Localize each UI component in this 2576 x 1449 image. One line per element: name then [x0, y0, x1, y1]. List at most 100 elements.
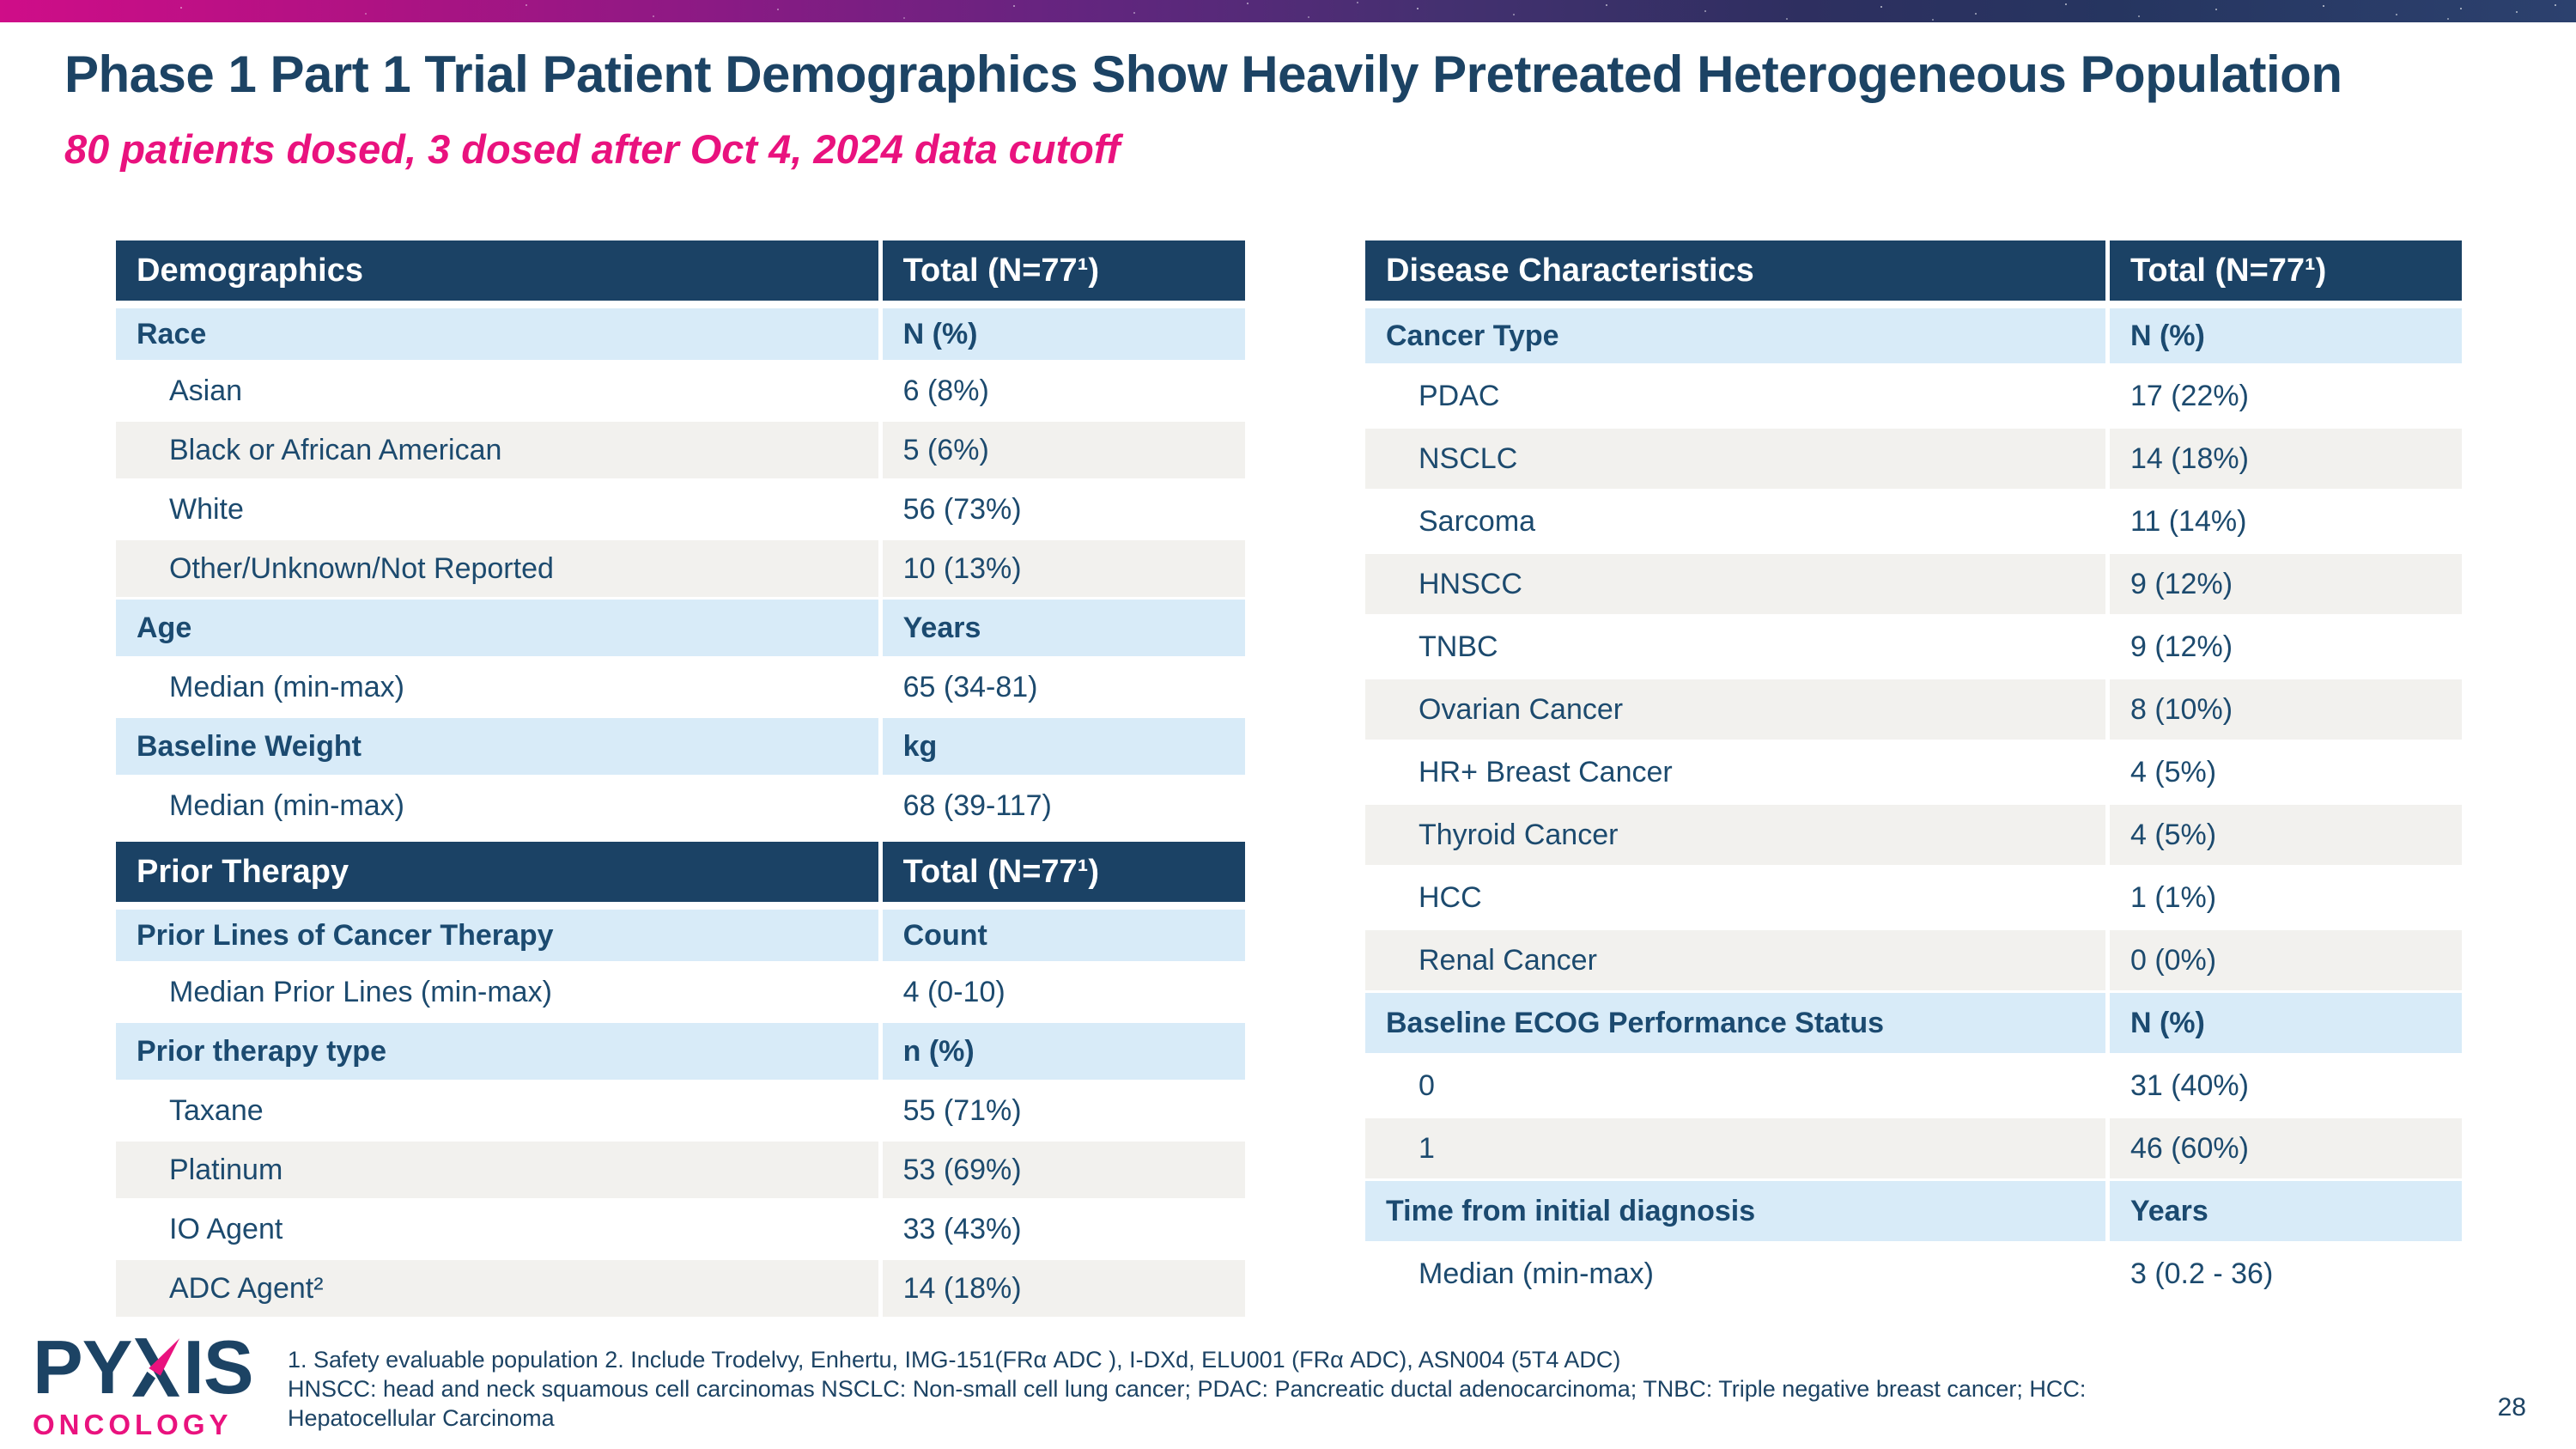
table-row: ADC Agent² 14 (18%)	[116, 1257, 1245, 1317]
row-value: 5 (6%)	[878, 422, 1245, 478]
row-label: 1	[1419, 1131, 1435, 1165]
row-value: 14 (18%)	[878, 1260, 1245, 1317]
row-value: 11 (14%)	[2105, 491, 2462, 551]
row-value: 46 (60%)	[2105, 1118, 2462, 1178]
table-row: Black or African American 5 (6%)	[116, 419, 1245, 478]
row-label: Race	[137, 317, 207, 350]
table-row: HNSCC 9 (12%)	[1365, 551, 2462, 614]
row-label: Sarcoma	[1419, 504, 1536, 538]
row-label: Median (min-max)	[1419, 1257, 1654, 1290]
table-row: Platinum 53 (69%)	[116, 1139, 1245, 1198]
footnotes: 1. Safety evaluable population 2. Includ…	[288, 1345, 2288, 1433]
row-value: Years	[2105, 1181, 2462, 1241]
row-label: Baseline Weight	[137, 729, 361, 763]
table-row: Median Prior Lines (min-max) 4 (0-10)	[116, 961, 1245, 1020]
row-label: Median (min-max)	[169, 788, 404, 822]
table-row: Baseline ECOG Performance Status N (%)	[1365, 990, 2462, 1053]
table-row: 0 31 (40%)	[1365, 1053, 2462, 1116]
row-value: N (%)	[878, 308, 1245, 360]
row-value: 1 (1%)	[2105, 868, 2462, 928]
demographics-table: Demographics Total (N=77¹) Race N (%) Asian 6…	[116, 240, 1245, 834]
row-value: 10 (13%)	[878, 540, 1245, 597]
table-row: Asian 6 (8%)	[116, 360, 1245, 419]
table-row: Prior therapy type n (%)	[116, 1020, 1245, 1080]
table-row: Median (min-max) 65 (34-81)	[116, 656, 1245, 715]
row-label: Black or African American	[169, 433, 502, 466]
row-label: TNBC	[1419, 630, 1498, 663]
row-label: Time from initial diagnosis	[1386, 1194, 1756, 1227]
row-value: n (%)	[878, 1023, 1245, 1080]
top-gradient-bar	[0, 0, 2576, 22]
table-row: Taxane 55 (71%)	[116, 1080, 1245, 1139]
row-value: 53 (69%)	[878, 1142, 1245, 1198]
disease-characteristics-table: Disease Characteristics Total (N=77¹) Canc…	[1365, 240, 2462, 1304]
footnote-line: Hepatocellular Carcinoma	[288, 1405, 555, 1431]
row-value: 9 (12%)	[2105, 617, 2462, 677]
row-value: 56 (73%)	[878, 481, 1245, 538]
row-label: Renal Cancer	[1419, 943, 1597, 977]
logo-oncology-text: ONCOLOGY	[33, 1409, 233, 1440]
table-row: Cancer Type N (%)	[1365, 301, 2462, 363]
row-label: PDAC	[1419, 379, 1500, 412]
row-label: Prior Lines of Cancer Therapy	[137, 918, 554, 952]
table-header-cell: Disease Characteristics	[1386, 252, 1754, 289]
table-header-cell: Total (N=77¹)	[878, 842, 1245, 902]
table-row: PDAC 17 (22%)	[1365, 363, 2462, 426]
row-label: Thyroid Cancer	[1419, 818, 1619, 851]
table-row: Time from initial diagnosis Years	[1365, 1178, 2462, 1241]
table-row: White 56 (73%)	[116, 478, 1245, 538]
row-value: 8 (10%)	[2105, 679, 2462, 740]
table-row: Age Years	[116, 597, 1245, 656]
table-row: Renal Cancer 0 (0%)	[1365, 928, 2462, 990]
table-row: HR+ Breast Cancer 4 (5%)	[1365, 740, 2462, 802]
row-label: White	[169, 492, 244, 526]
row-value: Count	[878, 910, 1245, 961]
page-title: Phase 1 Part 1 Trial Patient Demographic…	[64, 46, 2342, 103]
star-specks-decoration	[0, 0, 2, 2]
row-label: Median Prior Lines (min-max)	[169, 975, 552, 1008]
logo-text-right: IS	[183, 1324, 253, 1409]
row-label: Ovarian Cancer	[1419, 692, 1624, 726]
table-header-row: Prior Therapy Total (N=77¹)	[116, 842, 1245, 902]
row-label: HNSCC	[1419, 567, 1522, 600]
row-label: NSCLC	[1419, 441, 1518, 475]
footnote-line: HNSCC: head and neck squamous cell carci…	[288, 1376, 2087, 1402]
prior-therapy-table: Prior Therapy Total (N=77¹) Prior Lines of…	[116, 842, 1245, 1317]
table-header-cell: Total (N=77¹)	[878, 240, 1245, 301]
row-value: N (%)	[2105, 308, 2462, 363]
row-value: 31 (40%)	[2105, 1056, 2462, 1116]
logo-wordmark: PY IS	[33, 1330, 273, 1405]
row-label: HR+ Breast Cancer	[1419, 755, 1673, 788]
row-label: Asian	[169, 374, 243, 407]
table-header-row: Demographics Total (N=77¹)	[116, 240, 1245, 301]
table-row: Median (min-max) 3 (0.2 - 36)	[1365, 1241, 2462, 1304]
row-value: Years	[878, 600, 1245, 656]
table-row: Prior Lines of Cancer Therapy Count	[116, 902, 1245, 961]
row-value: 6 (8%)	[878, 362, 1245, 419]
table-header-cell: Total (N=77¹)	[2105, 240, 2462, 301]
logo-compass-x-icon	[132, 1338, 180, 1397]
row-value: 33 (43%)	[878, 1201, 1245, 1257]
table-header-row: Disease Characteristics Total (N=77¹)	[1365, 240, 2462, 301]
row-label: Median (min-max)	[169, 670, 404, 703]
table-row: Sarcoma 11 (14%)	[1365, 489, 2462, 551]
table-row: Ovarian Cancer 8 (10%)	[1365, 677, 2462, 740]
row-value: 4 (5%)	[2105, 805, 2462, 865]
table-row: TNBC 9 (12%)	[1365, 614, 2462, 677]
row-value: N (%)	[2105, 993, 2462, 1053]
row-label: Baseline ECOG Performance Status	[1386, 1006, 1885, 1039]
row-label: Prior therapy type	[137, 1034, 386, 1068]
row-value: kg	[878, 718, 1245, 775]
table-row: IO Agent 33 (43%)	[116, 1198, 1245, 1257]
table-header-cell: Demographics	[137, 252, 363, 289]
page-number: 28	[2497, 1393, 2526, 1422]
page-subtitle: 80 patients dosed, 3 dosed after Oct 4, …	[64, 126, 1121, 172]
row-value: 68 (39-117)	[878, 777, 1245, 834]
row-label: ADC Agent²	[169, 1271, 324, 1305]
row-value: 17 (22%)	[2105, 366, 2462, 426]
table-row: HCC 1 (1%)	[1365, 865, 2462, 928]
row-label: Platinum	[169, 1153, 283, 1186]
table-row: Baseline Weight kg	[116, 715, 1245, 775]
logo-text-left: PY	[33, 1324, 132, 1409]
row-label: Age	[137, 611, 192, 644]
